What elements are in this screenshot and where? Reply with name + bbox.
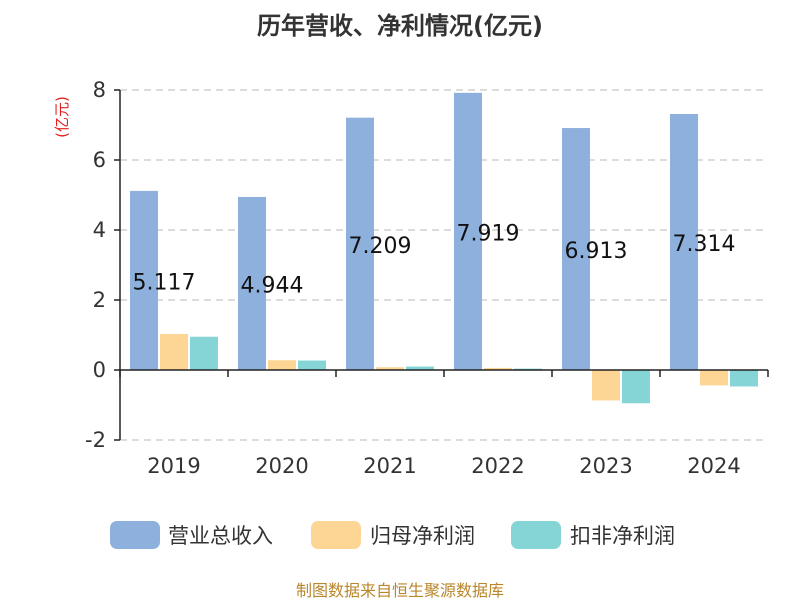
bar-扣非净利润: [406, 366, 434, 370]
bar-归母净利润: [592, 370, 620, 401]
bar-营业总收入: [670, 114, 698, 370]
data-label: 4.944: [241, 273, 304, 298]
y-tick-label: 0: [93, 358, 106, 382]
y-tick-label: 4: [93, 218, 106, 242]
bar-归母净利润: [160, 333, 188, 370]
x-tick-label: 2022: [471, 454, 524, 478]
source-note: 制图数据来自恒生聚源数据库: [296, 581, 504, 600]
legend-label: 营业总收入: [168, 524, 273, 548]
bar-扣非净利润: [298, 360, 326, 370]
x-tick-label: 2019: [147, 454, 200, 478]
legend: 营业总收入 归母净利润 扣非净利润: [110, 521, 675, 549]
y-tick-label: 6: [93, 148, 106, 172]
legend-label: 归母净利润: [370, 524, 475, 548]
legend-swatch: [311, 521, 361, 549]
data-label: 7.919: [457, 221, 520, 246]
y-axis-unit-label: (亿元): [53, 96, 71, 138]
bar-营业总收入: [130, 190, 158, 370]
x-tick-label: 2021: [363, 454, 416, 478]
bar-扣非净利润: [730, 370, 758, 387]
x-tick-label: 2020: [255, 454, 308, 478]
axes: -2 0 2 4 6 8 2019 2020 2021 2022 2023 2024: [85, 78, 769, 478]
legend-swatch: [511, 521, 561, 549]
bars: [130, 92, 758, 404]
data-label: 6.913: [565, 239, 628, 264]
bar-营业总收入: [454, 92, 482, 371]
bar-营业总收入: [346, 117, 374, 370]
bar-归母净利润: [700, 370, 728, 386]
chart-title: 历年营收、净利情况(亿元): [257, 12, 543, 40]
x-tick-label: 2023: [579, 454, 632, 478]
y-tick-label: 8: [93, 78, 106, 102]
data-label: 7.314: [673, 232, 736, 257]
bar-归母净利润: [376, 367, 404, 370]
bar-归母净利润: [484, 367, 512, 370]
y-tick-label: 2: [93, 288, 106, 312]
y-tick-label: -2: [85, 428, 106, 452]
legend-label: 扣非净利润: [570, 524, 675, 548]
gridlines: [120, 89, 768, 441]
data-labels: 5.117 4.944 7.209 7.919 6.913 7.314: [133, 221, 736, 298]
legend-swatch: [110, 521, 160, 549]
data-label: 5.117: [133, 270, 196, 295]
bar-扣非净利润: [622, 370, 650, 404]
bar-营业总收入: [562, 128, 590, 370]
data-label: 7.209: [349, 234, 412, 259]
bar-归母净利润: [268, 360, 296, 370]
bar-扣非净利润: [190, 336, 218, 370]
bar-营业总收入: [238, 196, 266, 370]
x-tick-label: 2024: [687, 454, 740, 478]
